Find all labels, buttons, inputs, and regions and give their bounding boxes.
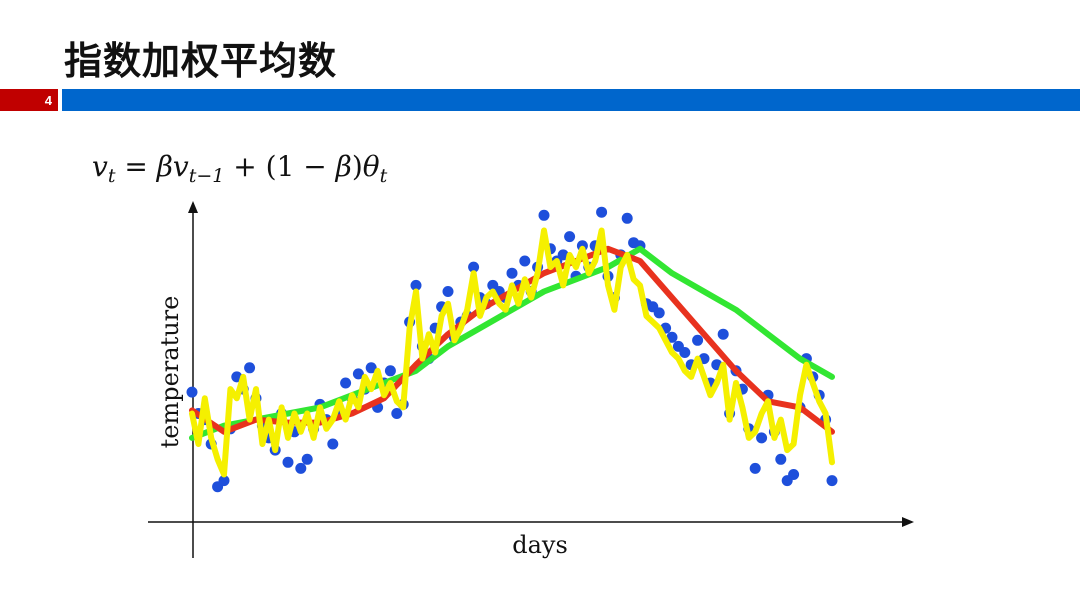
scatter-point	[442, 286, 454, 297]
formula-t-sub2: t	[379, 165, 388, 187]
scatter-point	[756, 432, 768, 444]
scatter-point	[340, 377, 352, 389]
scatter-point	[244, 362, 256, 374]
y-axis-label: temperature	[156, 296, 184, 449]
scatter-point	[826, 475, 838, 487]
scatter-point	[218, 475, 230, 487]
scatter-point	[666, 331, 678, 343]
formula-close: )	[351, 150, 363, 183]
scatter-point	[621, 212, 633, 224]
formula-t-sub: t	[107, 165, 116, 187]
scatter-point	[679, 347, 691, 358]
scatter-point	[391, 408, 403, 419]
scatter-point	[564, 231, 576, 243]
scatter-point	[282, 456, 294, 468]
page-number-badge: 4	[0, 89, 58, 111]
scatter-point	[692, 334, 704, 346]
scatter-point	[384, 365, 396, 377]
formula-v2: v	[172, 150, 189, 183]
title-underline-bar	[62, 89, 1080, 111]
page-title: 指数加权平均数	[64, 39, 338, 83]
scatter-point	[775, 453, 787, 465]
scatter-point	[506, 267, 518, 279]
scatter-point	[653, 307, 665, 319]
x-axis-label: days	[512, 531, 568, 559]
formula-plus: + (1 −	[224, 150, 336, 183]
page-number: 4	[44, 92, 52, 108]
series-layer	[186, 206, 838, 493]
scatter-point	[301, 453, 313, 465]
formula-theta: θ	[362, 150, 380, 183]
series-line	[189, 245, 835, 441]
scatter-point	[468, 261, 480, 273]
scatter-point	[557, 249, 569, 261]
formula-eq: =	[115, 150, 157, 183]
scatter-point	[295, 462, 307, 474]
scatter-point	[327, 438, 339, 450]
ewa-formula: vt = βvt−1 + (1 − β)θt	[92, 150, 387, 187]
scatter-point	[596, 206, 608, 218]
formula-beta2: β	[335, 150, 352, 183]
scatter-point	[538, 209, 550, 221]
series-line	[189, 227, 835, 478]
scatter-point	[519, 255, 531, 267]
formula-v: v	[92, 150, 108, 183]
scatter-point	[749, 462, 761, 474]
formula-tm1-sub: t−1	[188, 165, 225, 187]
scatter-point	[717, 328, 729, 340]
scatter-point	[788, 469, 800, 480]
scatter-point	[410, 279, 422, 291]
scatter-point	[186, 386, 198, 398]
scatter-point	[365, 362, 377, 374]
formula-beta: β	[156, 150, 173, 183]
scatter-point	[352, 368, 364, 380]
